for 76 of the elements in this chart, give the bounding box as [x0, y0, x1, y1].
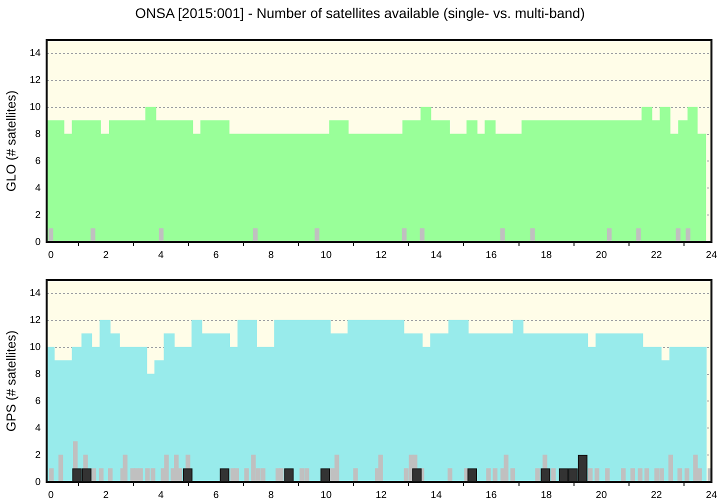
x-tick-label: 2 — [103, 490, 110, 501]
bar — [98, 468, 104, 482]
bar — [630, 468, 636, 482]
x-tick-label: 10 — [320, 490, 332, 501]
bar — [108, 468, 113, 482]
bar — [504, 454, 508, 482]
y-tick-label: 8 — [35, 129, 42, 140]
y-tick-label: 4 — [35, 422, 42, 434]
x-tick-label: 22 — [650, 250, 662, 261]
x-tick-label: 6 — [213, 490, 220, 501]
x-tick-label: 24 — [706, 490, 718, 501]
y-tick-label: 8 — [35, 369, 42, 380]
bar — [588, 468, 593, 482]
x-tick-label: 4 — [158, 490, 164, 501]
x-tick-label: 0 — [48, 490, 54, 501]
bar — [138, 468, 143, 482]
x-tick-label: 20 — [596, 250, 608, 261]
y-tick-label: 12 — [30, 315, 42, 326]
bar — [353, 468, 358, 482]
y-tick-label: 2 — [35, 210, 42, 221]
x-tick-label: 12 — [376, 250, 388, 261]
x-tick-label: 16 — [486, 250, 498, 261]
y-tick-label: 0 — [35, 236, 42, 248]
bar — [244, 468, 249, 482]
x-tick-label: 8 — [268, 250, 274, 261]
bar — [621, 468, 626, 482]
bar — [594, 468, 600, 482]
bar — [378, 454, 383, 482]
bar — [551, 468, 556, 482]
x-tick-label: 24 — [706, 250, 718, 261]
x-tick-label: 10 — [320, 250, 332, 261]
bar — [91, 468, 96, 482]
bar — [644, 468, 650, 482]
y-axis-title: GPS (# satellites) — [3, 330, 18, 432]
x-tick-label: 18 — [540, 250, 552, 261]
bar — [668, 454, 674, 482]
bar — [492, 468, 498, 482]
x-tick-label: 14 — [430, 490, 442, 501]
bar — [638, 468, 642, 482]
bar — [605, 468, 610, 482]
x-tick-label: 12 — [376, 490, 388, 501]
y-axis-title: GLO (# satellites) — [3, 90, 18, 192]
bar — [448, 468, 452, 482]
x-tick-label: 2 — [103, 250, 110, 261]
y-tick-label: 2 — [35, 450, 42, 461]
y-tick-label: 14 — [30, 48, 42, 60]
y-tick-label: 14 — [30, 288, 42, 300]
y-tick-label: 10 — [30, 102, 42, 114]
bar — [58, 454, 64, 482]
x-tick-label: 6 — [213, 250, 220, 261]
y-tick-label: 12 — [30, 75, 42, 86]
y-tick-label: 0 — [35, 476, 42, 488]
bar — [486, 468, 491, 482]
bar — [684, 468, 690, 482]
x-tick-label: 16 — [486, 490, 498, 501]
x-tick-label: 20 — [596, 490, 608, 501]
x-tick-label: 18 — [540, 490, 552, 501]
bar — [122, 454, 128, 482]
x-tick-label: 14 — [430, 250, 442, 261]
bar — [134, 468, 139, 482]
y-tick-label: 10 — [30, 342, 42, 354]
bar — [535, 468, 540, 482]
y-tick-label: 6 — [35, 396, 42, 407]
x-tick-label: 8 — [268, 490, 274, 501]
y-tick-label: 4 — [35, 182, 42, 194]
bar — [677, 468, 682, 482]
bar — [693, 454, 698, 482]
x-tick-label: 22 — [650, 490, 662, 501]
y-tick-label: 6 — [35, 156, 42, 167]
bar — [234, 468, 239, 482]
bar — [49, 468, 54, 482]
x-tick-label: 4 — [158, 250, 164, 261]
x-tick-label: 0 — [48, 250, 54, 261]
bar — [510, 468, 516, 482]
bar — [278, 468, 284, 482]
chart-title: ONSA [2015:001] - Number of satellites available (single- vs. multi-band) — [134, 5, 586, 21]
